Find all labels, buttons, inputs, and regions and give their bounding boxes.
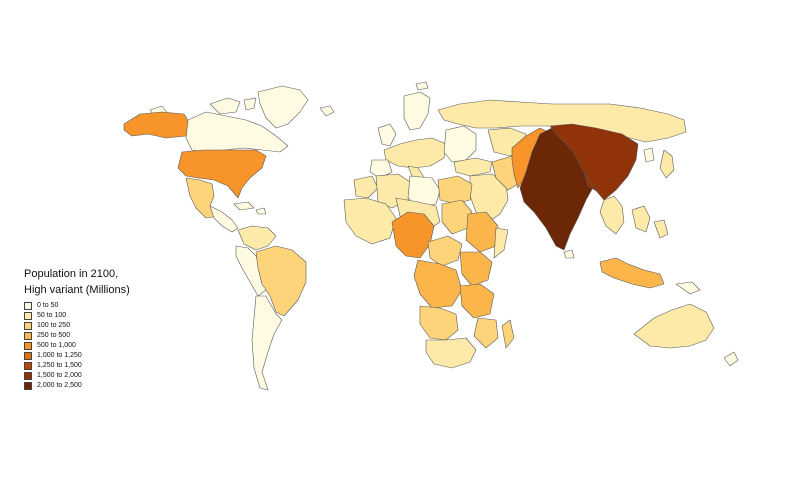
region-southeast-asia <box>599 195 625 235</box>
region-eastern-europe <box>443 125 477 163</box>
legend-label: 500 to 1,000 <box>37 342 76 349</box>
region-congo-drc <box>413 259 463 309</box>
legend-label: 2,000 to 2,500 <box>37 382 82 389</box>
region-alaska <box>123 111 191 139</box>
legend-swatch <box>24 302 32 310</box>
region-nigeria <box>391 211 435 259</box>
legend-label: 0 to 50 <box>37 302 59 309</box>
legend-label: 1,250 to 1,500 <box>37 362 82 369</box>
legend-swatch <box>24 322 32 330</box>
region-papua <box>675 281 701 295</box>
region-madagascar <box>501 319 515 349</box>
legend-item: 250 to 500 <box>24 331 130 341</box>
legend-item: 1,250 to 1,500 <box>24 361 130 371</box>
legend-item: 500 to 1,000 <box>24 341 130 351</box>
legend-items: 0 to 50 50 to 100 100 to 250 250 to 500 … <box>24 301 130 391</box>
region-scandinavia <box>403 91 431 131</box>
region-cameroon-car <box>427 235 463 267</box>
region-colombia-venezuela <box>237 225 277 251</box>
region-egypt <box>437 175 473 205</box>
legend-swatch <box>24 362 32 370</box>
region-kenya-uganda <box>459 251 493 287</box>
region-uk-ireland <box>377 123 397 147</box>
legend-swatch <box>24 372 32 380</box>
region-mozambique <box>473 317 499 349</box>
legend-swatch <box>24 312 32 320</box>
region-libya-tunisia <box>407 175 441 209</box>
legend-item: 2,000 to 2,500 <box>24 381 130 391</box>
region-angola-zambia <box>419 305 459 341</box>
map-legend: Population in 2100, High variant (Millio… <box>24 266 130 391</box>
region-caribbean <box>233 201 267 215</box>
legend-item: 1,500 to 2,000 <box>24 371 130 381</box>
legend-swatch <box>24 342 32 350</box>
legend-swatch <box>24 352 32 360</box>
legend-label: 100 to 250 <box>37 322 71 329</box>
legend-title-line2: High variant (Millions) <box>24 284 130 296</box>
region-western-europe <box>383 137 447 169</box>
region-korea <box>643 147 655 163</box>
legend-swatch <box>24 332 32 340</box>
region-west-africa <box>343 197 397 245</box>
region-sri-lanka <box>563 249 575 259</box>
region-tanzania <box>459 283 495 319</box>
region-svalbard <box>415 81 429 91</box>
legend-item: 1,000 to 1,250 <box>24 351 130 361</box>
region-iceland <box>319 105 335 117</box>
region-japan <box>659 149 675 179</box>
region-greenland <box>257 85 309 129</box>
region-somalia <box>493 227 509 259</box>
legend-label: 250 to 500 <box>37 332 71 339</box>
legend-item: 100 to 250 <box>24 321 130 331</box>
legend-item: 0 to 50 <box>24 301 130 311</box>
region-south-africa <box>425 337 477 369</box>
legend-title-line1: Population in 2100, <box>24 268 119 280</box>
region-southern-cone <box>251 295 283 391</box>
region-central-america <box>209 205 239 233</box>
legend-label: 1,000 to 1,250 <box>37 352 82 359</box>
region-russia <box>437 99 687 143</box>
region-usa <box>177 149 267 199</box>
legend-swatch <box>24 382 32 390</box>
region-china <box>549 123 639 201</box>
region-andean <box>235 245 267 297</box>
region-brazil <box>255 245 307 317</box>
legend-label: 50 to 100 <box>37 312 67 319</box>
region-morocco <box>353 175 379 199</box>
region-new-zealand <box>723 351 739 367</box>
region-indonesia <box>599 257 665 289</box>
region-turkey <box>453 157 493 177</box>
legend-label: 1,500 to 2,000 <box>37 372 82 379</box>
region-vietnam-philippines <box>631 205 669 239</box>
region-australia <box>633 303 715 349</box>
legend-item: 50 to 100 <box>24 311 130 321</box>
